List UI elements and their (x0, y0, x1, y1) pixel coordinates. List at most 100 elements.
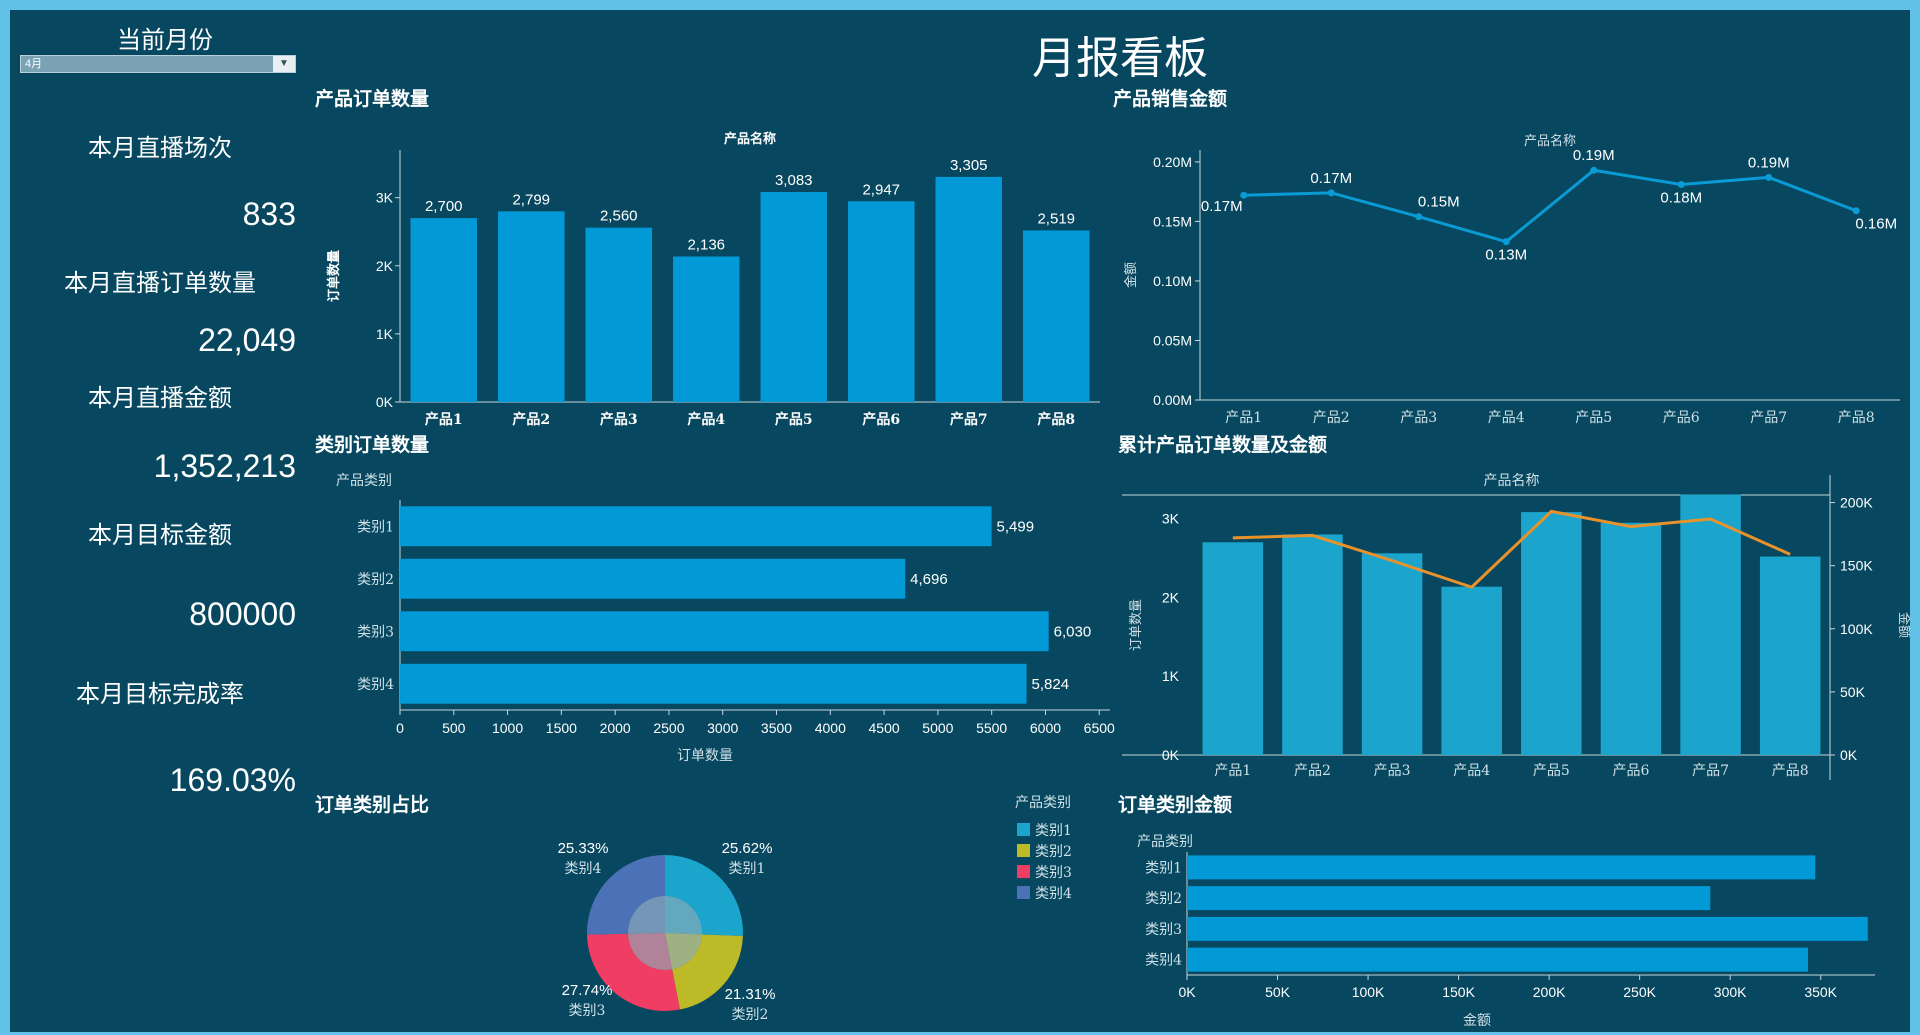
y-tick-label: 0.15M (1153, 213, 1192, 229)
legend-swatch (1017, 886, 1030, 899)
x-tick-label: 6500 (1084, 720, 1115, 736)
x-tick-label: 产品6 (1663, 410, 1700, 426)
bar-data-label: 2,799 (512, 191, 550, 208)
legend-title: 产品类别 (1015, 795, 1071, 811)
dashboard-frame: 月报看板 当前月份 4月 ▼ 本月直播场次 833 本月直播订单数量 22,04… (10, 10, 1910, 1032)
x-tick-label: 4500 (869, 720, 900, 736)
x-tick-label: 100K (1352, 984, 1385, 1000)
amount-line (1232, 509, 1791, 589)
line-point (1677, 181, 1685, 189)
x-tick-label: 250K (1623, 984, 1656, 1000)
month-filter-label: 当前月份 (117, 26, 213, 54)
point-data-label: 0.17M (1310, 170, 1352, 187)
y-tick-label: 1K (1162, 668, 1180, 684)
point-data-label: 0.18M (1660, 190, 1702, 207)
kpi-live-sessions-value: 833 (242, 196, 296, 232)
line-point (1415, 213, 1423, 221)
pie-inner-highlight (665, 933, 702, 970)
bar-data-label: 4,696 (910, 571, 948, 588)
category-amount-chart: 产品类别 0K 50K 100K 150K 200K 250K 300K 350K 金额 类别1 类别… (1137, 834, 1875, 1029)
kpi-completion-value: 169.03% (169, 762, 296, 798)
x-tick-label: 产品4 (687, 411, 725, 428)
legend-swatch (1017, 823, 1030, 836)
slice-category-label: 类别3 (569, 1003, 606, 1019)
bar (1282, 534, 1343, 755)
y-tick-label: 类别4 (1145, 953, 1182, 969)
y-tick-label: 0K (376, 394, 394, 410)
y-axis-title: 产品类别 (1137, 834, 1193, 850)
line-point (1240, 191, 1248, 199)
bar-data-label: 5,824 (1032, 676, 1070, 693)
y-tick-label: 0.05M (1153, 332, 1192, 348)
y-tick-label: 类别1 (357, 519, 394, 535)
bar (848, 201, 915, 402)
pie-inner-highlight (665, 896, 702, 935)
y-tick-label: 类别2 (1145, 891, 1182, 907)
bar-data-label: 2,700 (425, 198, 463, 215)
legend-label: 类别4 (1035, 886, 1072, 902)
y-tick-label: 2K (376, 258, 394, 274)
x-tick-label: 产品6 (862, 411, 900, 428)
x-tick-label: 产品4 (1453, 763, 1490, 779)
bar-data-label: 2,947 (862, 181, 900, 198)
y2-axis-title: 金额 (1896, 612, 1910, 638)
bar-data-label: 2,560 (600, 208, 638, 225)
bar (400, 558, 906, 599)
sales-line (1243, 168, 1857, 244)
line-point (1327, 189, 1335, 197)
x-tick-label: 200K (1533, 984, 1566, 1000)
pie-slice (672, 934, 743, 1010)
month-select[interactable]: 4月 ▼ (20, 55, 296, 73)
bar (1600, 522, 1662, 755)
legend-label: 类别1 (1035, 823, 1072, 839)
kpi-live-amount-value: 1,352,213 (153, 448, 296, 484)
kpi-completion-label: 本月目标完成率 (76, 680, 244, 708)
x-tick-label: 产品5 (1575, 410, 1612, 426)
x-tick-label: 产品6 (1612, 763, 1649, 779)
kpi-live-sessions-label: 本月直播场次 (88, 134, 232, 162)
slice-percent-label: 27.74% (562, 982, 613, 999)
pie-inner-highlight (628, 933, 673, 970)
pie-slice (665, 855, 743, 937)
x-tick-label: 500 (442, 720, 466, 736)
bar (400, 663, 1027, 704)
bar (585, 227, 652, 402)
point-data-label: 0.13M (1485, 247, 1527, 264)
chart-title-cumulative: 累计产品订单数量及金额 (1118, 434, 1328, 456)
x-tick-label: 3500 (761, 720, 792, 736)
x-tick-label: 产品3 (1374, 763, 1411, 779)
x-tick-label: 产品7 (1750, 410, 1787, 426)
x-tick-label: 产品2 (1313, 410, 1350, 426)
bar-data-label: 3,083 (775, 172, 813, 189)
bar (1187, 947, 1809, 972)
point-data-label: 0.17M (1201, 198, 1243, 215)
x-tick-label: 产品2 (512, 411, 550, 428)
x-tick-label: 0 (396, 720, 404, 736)
pie-inner-highlight (628, 896, 665, 934)
bar (410, 218, 477, 402)
chart-title-order-share: 订单类别占比 (315, 794, 430, 816)
pie-inner-slice (628, 896, 665, 934)
legend-label: 类别2 (1035, 844, 1072, 860)
x-tick-label: 产品3 (1400, 410, 1437, 426)
kpi-live-orders-value: 22,049 (198, 322, 296, 358)
bar-data-label: 3,305 (950, 157, 988, 174)
category-orders-chart: 产品类别 0 500 1000 1500 2000 2500 3000 3500 4000 4500… (336, 473, 1115, 764)
bar (1361, 553, 1423, 755)
y-tick-label: 0.10M (1153, 273, 1192, 289)
bar (498, 211, 565, 402)
point-data-label: 0.16M (1855, 216, 1897, 233)
bar (673, 256, 740, 402)
y-tick-label: 类别4 (357, 677, 394, 693)
bar (1202, 542, 1264, 755)
x-tick-label: 0K (1178, 984, 1196, 1000)
slice-percent-label: 25.33% (558, 840, 609, 857)
x-tick-label: 1500 (546, 720, 577, 736)
pie-inner-slice (665, 933, 702, 970)
chevron-down-icon[interactable]: ▼ (273, 56, 295, 72)
order-share-chart: 25.62% 类别1 21.31% 类别2 27.74% 类别3 25.33% 类别4 产品类别… (558, 795, 1072, 1023)
x-tick-label: 产品8 (1037, 411, 1075, 428)
